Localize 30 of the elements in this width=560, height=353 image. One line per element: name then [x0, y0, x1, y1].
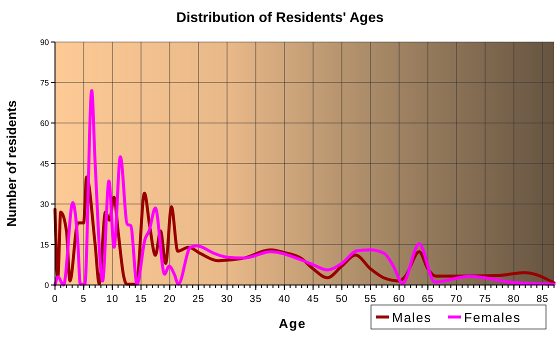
x-tick-label: 10	[106, 294, 118, 305]
x-tick-label: 25	[192, 294, 204, 305]
x-tick-label: 20	[164, 294, 176, 305]
x-tick-label: 0	[52, 294, 58, 305]
x-tick-label: 35	[250, 294, 262, 305]
x-axis-title: Age	[278, 316, 306, 331]
y-tick-label: 75	[40, 78, 50, 88]
x-tick-label: 80	[508, 294, 520, 305]
y-tick-label: 15	[40, 240, 50, 250]
y-tick-label: 45	[40, 160, 50, 168]
x-tick-label: 15	[134, 294, 148, 305]
x-tick-label: 85	[536, 294, 549, 305]
x-tick-label: 65	[422, 294, 434, 305]
x-tick-label: 30	[221, 294, 234, 305]
legend-label: Males	[392, 310, 432, 325]
x-tick-label: 75	[479, 294, 492, 305]
y-tick-label: 30	[40, 200, 50, 209]
x-tick-label: 45	[307, 294, 320, 305]
y-tick-label: 0	[44, 281, 50, 290]
legend-label: Females	[464, 310, 521, 325]
x-tick-label: 55	[364, 294, 377, 305]
x-tick-label: 50	[336, 294, 348, 305]
x-tick-label: 70	[450, 294, 463, 305]
x-tick-label: 5	[80, 294, 87, 305]
y-axis-title: Number of residents	[4, 100, 19, 227]
chart-title: Distribution of Residents' Ages	[176, 9, 384, 25]
x-tick-label: 40	[278, 294, 290, 305]
y-tick-label: 60	[40, 119, 50, 128]
x-tick-label: 60	[393, 294, 406, 305]
y-tick-label: 90	[40, 38, 50, 47]
